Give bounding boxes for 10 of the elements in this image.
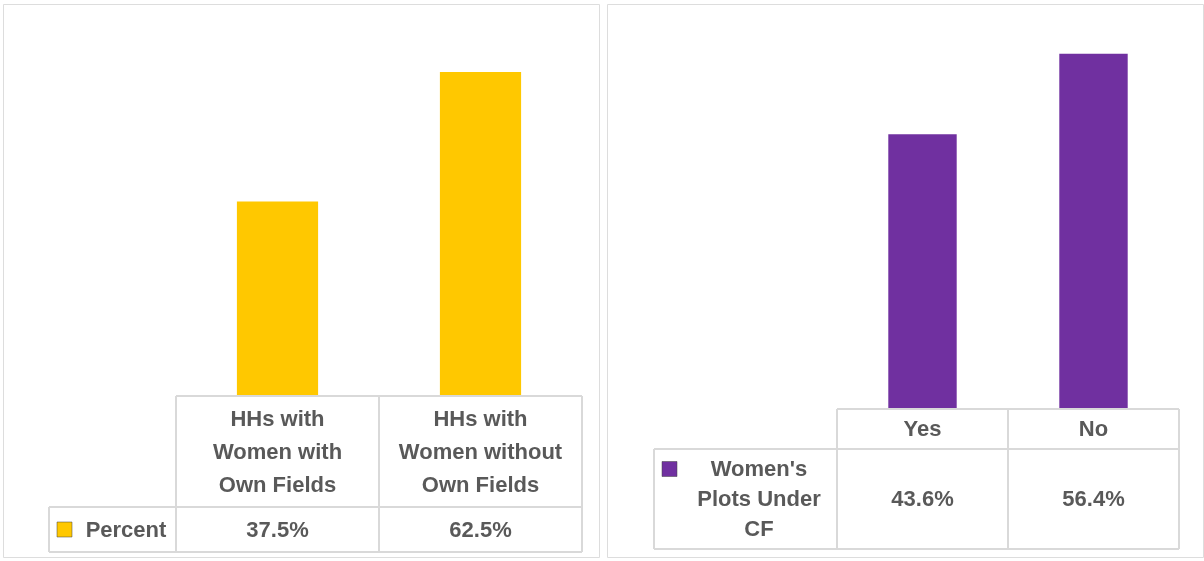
data-label: 56.4% [1062, 486, 1125, 511]
data-label: 62.5% [449, 516, 512, 542]
data-label: 43.6% [891, 486, 954, 511]
legend-label: Percent [85, 516, 168, 542]
x-tick-label: No [1078, 416, 1109, 441]
data-label: 37.5% [246, 516, 309, 542]
legend-label: Women's Plots Under CF [697, 456, 822, 541]
x-tick-label: HHs with Women without Own Fields [398, 405, 563, 497]
x-tick-label: HHs with Women with Own Fields [212, 405, 343, 497]
x-tick-label: Yes [903, 416, 942, 441]
